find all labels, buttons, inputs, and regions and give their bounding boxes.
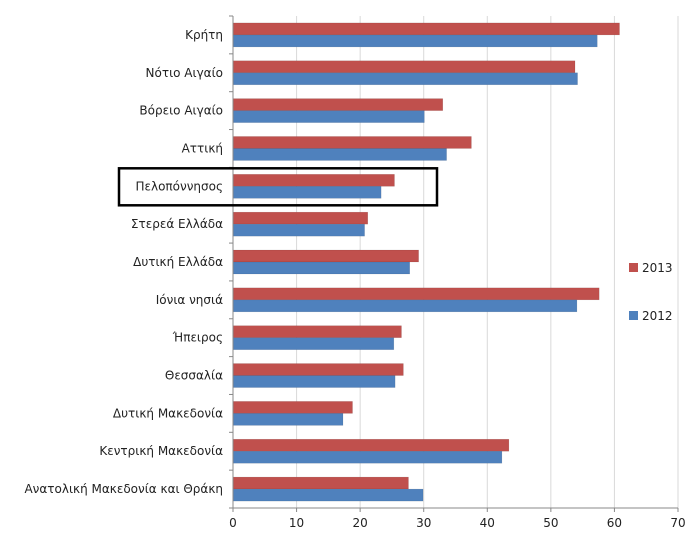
bar-2013 <box>232 98 444 111</box>
tick-labels: 0 10 20 30 40 50 60 70 <box>229 516 685 530</box>
legend-label-2012: 2012 <box>642 309 673 323</box>
bar-2013 <box>232 401 353 414</box>
x-tick-label: 10 <box>289 516 304 530</box>
x-tick-label: 20 <box>353 516 368 530</box>
bar-2013 <box>232 438 510 452</box>
gridlines <box>296 16 679 508</box>
category-label: Δυτική Ελλάδα <box>133 255 223 269</box>
x-tick-label: 40 <box>480 516 495 530</box>
category-label: Ιόνια νησιά <box>156 293 223 307</box>
category-label: Κρήτη <box>185 28 223 42</box>
x-tick-label: 60 <box>607 516 622 530</box>
bar-2013 <box>232 22 620 36</box>
category-label: Θεσσαλία <box>165 369 223 383</box>
bar-2012 <box>232 72 578 86</box>
category-label: Νότιο Αιγαίο <box>146 66 223 80</box>
category-labels: Κρήτη Νότιο Αιγαίο Βόρειο Αιγαίο Αττική Πελο… <box>24 28 223 496</box>
x-tick-label: 0 <box>229 516 237 530</box>
category-label: Βόρειο Αιγαίο <box>139 104 223 118</box>
bar-2012 <box>232 261 410 275</box>
bar-2013 <box>232 60 576 74</box>
bar-2012 <box>232 413 344 426</box>
x-tick-label: 30 <box>416 516 431 530</box>
category-label: Δυτική Μακεδονία <box>113 406 223 420</box>
category-label: Ανατολική Μακεδονία και Θράκη <box>24 482 223 496</box>
bar-2012 <box>232 110 425 123</box>
bar-2012 <box>232 450 503 464</box>
bar-2012 <box>232 186 382 199</box>
highlight-box <box>117 167 439 207</box>
bars <box>232 22 620 502</box>
bar-2012 <box>232 337 395 350</box>
bar-2013 <box>232 325 402 338</box>
bar-2013 <box>232 174 395 187</box>
category-label: Στερεά Ελλάδα <box>131 217 223 231</box>
bar-2012 <box>232 223 365 237</box>
legend: 2013 2012 <box>629 261 673 323</box>
category-label: Κεντρική Μακεδονία <box>99 444 223 458</box>
x-tick-label: 70 <box>670 516 685 530</box>
highlight <box>117 167 439 207</box>
bar-2012 <box>232 299 578 313</box>
bar-2013 <box>232 287 600 301</box>
bar-2013 <box>232 476 409 490</box>
bar-2012 <box>232 148 447 161</box>
bar-2012 <box>232 375 396 388</box>
bar-2013 <box>232 136 472 149</box>
bar-2013 <box>232 363 404 376</box>
category-label: Πελοπόννησος <box>135 179 223 193</box>
legend-label-2013: 2013 <box>642 261 673 275</box>
bar-2013 <box>232 211 369 225</box>
bar-2012 <box>232 34 598 48</box>
legend-swatch-2012 <box>629 311 638 320</box>
category-label: Ήπειρος <box>172 331 223 345</box>
category-label: Αττική <box>182 141 223 155</box>
x-tick-label: 50 <box>543 516 558 530</box>
legend-swatch-2013 <box>629 263 638 272</box>
bar-2013 <box>232 249 419 263</box>
bar-2012 <box>232 488 424 502</box>
